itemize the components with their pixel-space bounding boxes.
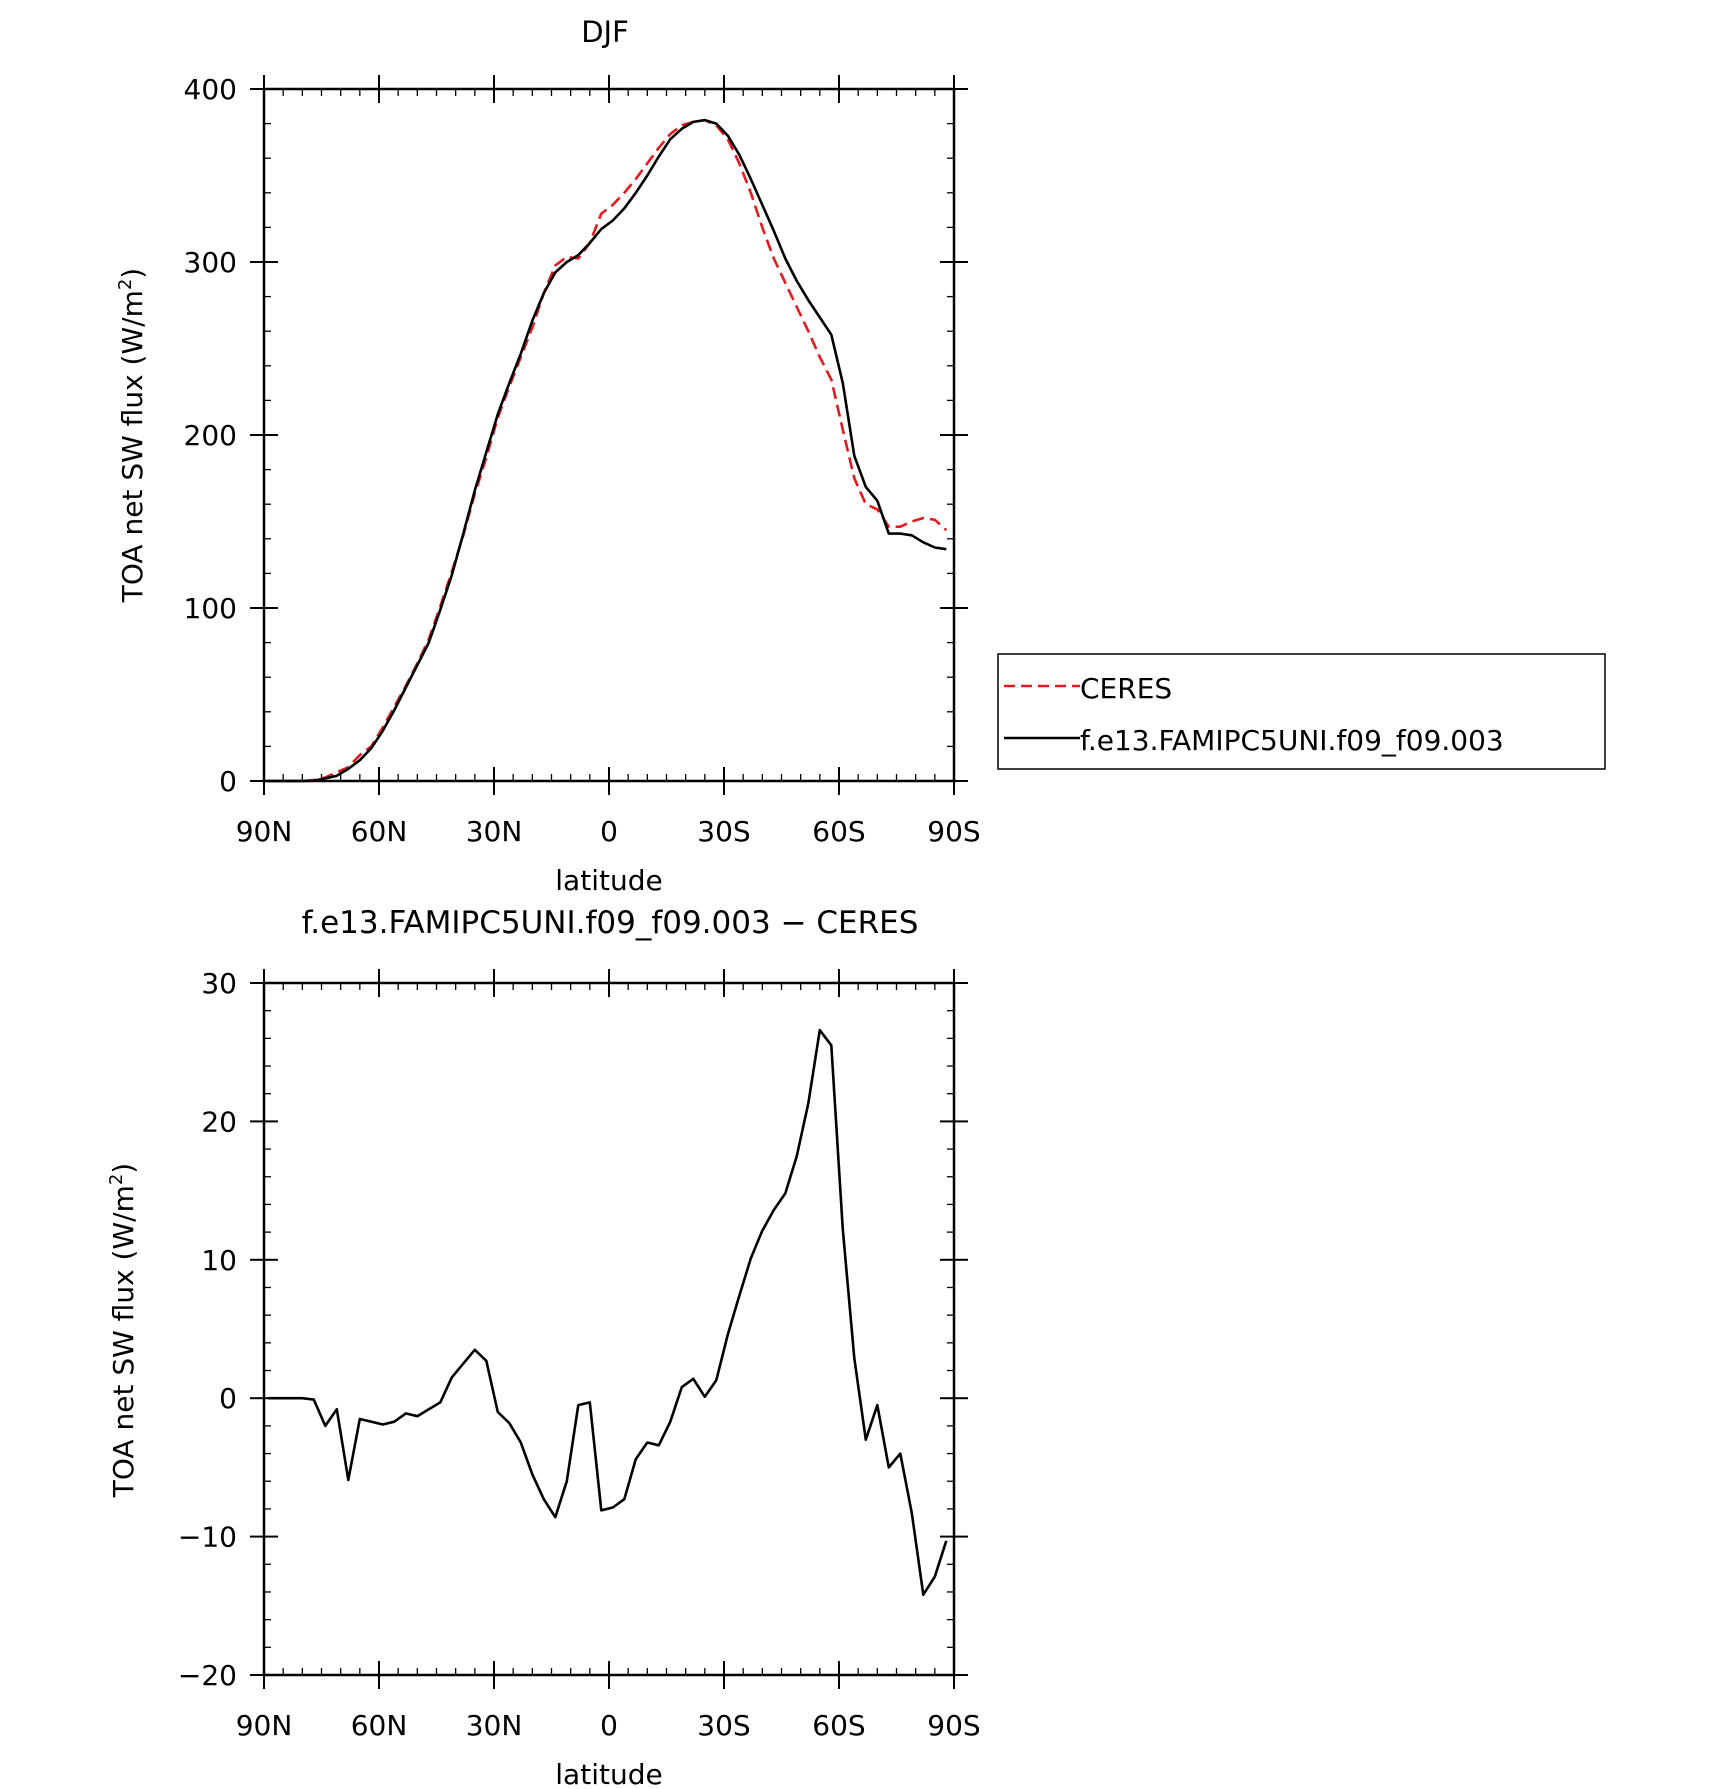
x-tick-label: 30N <box>466 1709 523 1742</box>
y-axis-label-close: ) <box>116 268 149 279</box>
y-axis-label: TOA net SW flux (W/m2) <box>106 1163 140 1498</box>
tick-marks <box>250 969 968 1689</box>
y-tick-label: 20 <box>201 1105 237 1138</box>
y-axis-label-superscript: 2 <box>106 1174 127 1185</box>
x-tick-label: 30N <box>466 815 523 848</box>
x-tick-label: 90S <box>927 1709 980 1742</box>
y-tick-label: 200 <box>184 419 237 452</box>
x-tick-label: 90N <box>236 1709 293 1742</box>
series-line-1 <box>267 118 947 783</box>
chart-title: DJF <box>581 15 629 49</box>
y-tick-label: 300 <box>184 246 237 279</box>
plot-frame <box>262 87 956 783</box>
chart-title: f.e13.FAMIPC5UNI.f09_f09.003 − CERES <box>302 905 919 941</box>
y-axis-label-superscript: 2 <box>115 279 136 290</box>
series-lines <box>267 118 948 783</box>
x-tick-label: 90N <box>236 815 293 848</box>
x-tick-labels: 90N 60N 30N 0 30S 60S 90S <box>236 1709 981 1742</box>
plot-frame <box>262 981 956 1677</box>
tick-marks <box>250 75 968 795</box>
y-axis-label-text: TOA net SW flux (W/m <box>107 1185 140 1498</box>
x-tick-label: 60S <box>812 1709 865 1742</box>
y-tick-label: −10 <box>178 1521 237 1554</box>
x-axis-label: latitude <box>555 1758 662 1789</box>
x-tick-label: 60N <box>351 1709 408 1742</box>
x-tick-label: 0 <box>600 815 618 848</box>
legend-box <box>997 653 1606 770</box>
y-tick-label: 0 <box>219 1382 237 1415</box>
y-tick-label: 0 <box>219 765 237 798</box>
y-axis-label: TOA net SW flux (W/m2) <box>115 268 149 603</box>
y-tick-label: 400 <box>184 73 237 106</box>
legend: CERES f.e13.FAMIPC5UNI.f09_f09.003 <box>997 653 1606 770</box>
y-axis-label-close: ) <box>107 1163 140 1174</box>
x-tick-label: 0 <box>600 1709 618 1742</box>
y-tick-label: −20 <box>178 1659 237 1692</box>
series-line-0 <box>267 1028 948 1596</box>
x-tick-label: 30S <box>697 815 750 848</box>
series-line-0 <box>267 118 948 783</box>
legend-label-ceres: CERES <box>1080 672 1172 705</box>
x-tick-label: 60N <box>351 815 408 848</box>
y-tick-label: 10 <box>201 1244 237 1277</box>
series-lines <box>267 1028 948 1596</box>
y-tick-label: 30 <box>201 967 237 1000</box>
y-axis-label-text: TOA net SW flux (W/m <box>116 290 149 603</box>
x-tick-label: 30S <box>697 1709 750 1742</box>
y-tick-label: 100 <box>184 592 237 625</box>
x-axis-label: latitude <box>555 864 662 897</box>
legend-label-model: f.e13.FAMIPC5UNI.f09_f09.003 <box>1080 724 1504 757</box>
difference-panel: f.e13.FAMIPC5UNI.f09_f09.003 − CERES −20… <box>106 905 981 1789</box>
x-tick-labels: 90N 60N 30N 0 30S 60S 90S <box>236 815 981 848</box>
y-tick-labels: −20 −10 0 10 20 30 <box>178 967 237 1692</box>
flux-panel: DJF 0 100 200 300 400 90N 60N 30N 0 30S 60S 90S la… <box>115 15 1606 897</box>
x-tick-label: 60S <box>812 815 865 848</box>
y-tick-labels: 0 100 200 300 400 <box>184 73 237 798</box>
x-tick-label: 90S <box>927 815 980 848</box>
